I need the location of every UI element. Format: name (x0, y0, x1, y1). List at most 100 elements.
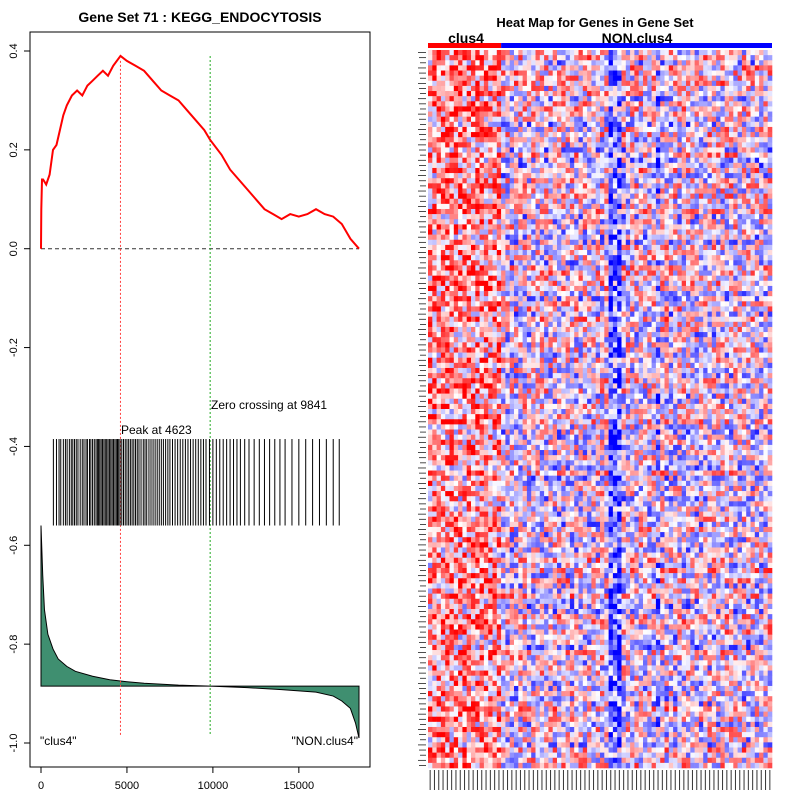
heatmap-cell (587, 81, 592, 86)
heatmap-cell (759, 137, 764, 142)
heatmap-cell (462, 199, 467, 204)
heatmap-cell (751, 281, 756, 286)
heatmap-cell (450, 178, 455, 183)
heatmap-cell (742, 101, 747, 106)
heatmap-cell (518, 55, 523, 60)
heatmap-cell (523, 142, 528, 147)
heatmap-cell (656, 71, 661, 76)
heatmap-cell (540, 55, 545, 60)
heatmap-cell (587, 163, 592, 168)
heatmap-cell (708, 60, 713, 65)
heatmap-cell (677, 137, 682, 142)
heatmap-cell (579, 209, 584, 214)
heatmap-cell (699, 173, 704, 178)
heatmap-cell (690, 255, 695, 260)
heatmap-cell (626, 117, 631, 122)
heatmap-cell (497, 204, 502, 209)
heatmap-cell (432, 132, 437, 137)
heatmap-cell (742, 296, 747, 301)
heatmap-cell (497, 224, 502, 229)
heatmap-cell (484, 65, 489, 70)
heatmap-cell (677, 301, 682, 306)
heatmap-cell (514, 96, 519, 101)
heatmap-cell (751, 291, 756, 296)
heatmap-cell (751, 342, 756, 347)
heatmap-cell (579, 219, 584, 224)
heatmap-cell (475, 178, 480, 183)
heatmap-cell (755, 306, 760, 311)
heatmap-cell (501, 260, 506, 265)
heatmap-cell (540, 235, 545, 240)
heatmap-cell (690, 224, 695, 229)
heatmap-cell (720, 250, 725, 255)
heatmap-cell (471, 117, 476, 122)
heatmap-cell (561, 188, 566, 193)
heatmap-cell (540, 65, 545, 70)
heatmap-cell (570, 168, 575, 173)
heatmap-cell (531, 183, 536, 188)
heatmap-cell (480, 235, 485, 240)
heatmap-cell (604, 260, 609, 265)
heatmap-cell (617, 291, 622, 296)
heatmap-cell (548, 342, 553, 347)
heatmap-cell (738, 204, 743, 209)
heatmap-cell (536, 260, 541, 265)
heatmap-cell (462, 204, 467, 209)
heatmap-cell (660, 199, 665, 204)
heatmap-cell (600, 173, 605, 178)
heatmap-cell (725, 163, 730, 168)
heatmap-cell (536, 312, 541, 317)
heatmap-cell (656, 178, 661, 183)
heatmap-cell (609, 235, 614, 240)
heatmap-cell (441, 112, 446, 117)
heatmap-cell (729, 306, 734, 311)
heatmap-cell (480, 204, 485, 209)
heatmap-cell (462, 291, 467, 296)
heatmap-cell (600, 224, 605, 229)
heatmap-cell (437, 76, 442, 81)
heatmap-cell (579, 296, 584, 301)
heatmap-cell (428, 312, 433, 317)
heatmap-cell (725, 81, 730, 86)
heatmap-cell (622, 127, 627, 132)
heatmap-cell (759, 71, 764, 76)
heatmap-cell (557, 245, 562, 250)
heatmap-cell (695, 199, 700, 204)
heatmap-cell (462, 322, 467, 327)
heatmap-cell (523, 122, 528, 127)
heatmap-cell (454, 347, 459, 352)
heatmap-cell (647, 312, 652, 317)
heatmap-cell (462, 71, 467, 76)
heatmap-cell (604, 230, 609, 235)
heatmap-cell (639, 286, 644, 291)
heatmap-cell (759, 81, 764, 86)
heatmap-cell (441, 76, 446, 81)
heatmap-cell (527, 117, 532, 122)
heatmap-cell (609, 286, 614, 291)
heatmap-cell (763, 188, 768, 193)
heatmap-cell (703, 50, 708, 55)
heatmap-cell (432, 230, 437, 235)
heatmap-cell (596, 209, 601, 214)
heatmap-cell (755, 327, 760, 332)
heatmap-cell (673, 271, 678, 276)
heatmap-cell (574, 81, 579, 86)
heatmap-cell (458, 112, 463, 117)
heatmap-cell (561, 342, 566, 347)
heatmap-cell (630, 117, 635, 122)
heatmap-cell (591, 219, 596, 224)
heatmap-cell (579, 194, 584, 199)
heatmap-cell (690, 132, 695, 137)
heatmap-cell (755, 153, 760, 158)
heatmap-cell (570, 245, 575, 250)
heatmap-cell (467, 276, 472, 281)
heatmap-cell (548, 204, 553, 209)
heatmap-cell (613, 86, 618, 91)
heatmap-cell (450, 265, 455, 270)
heatmap-cell (548, 271, 553, 276)
heatmap-cell (432, 214, 437, 219)
heatmap-cell (475, 142, 480, 147)
heatmap-cell (600, 60, 605, 65)
heatmap-cell (665, 122, 670, 127)
heatmap-cell (703, 112, 708, 117)
